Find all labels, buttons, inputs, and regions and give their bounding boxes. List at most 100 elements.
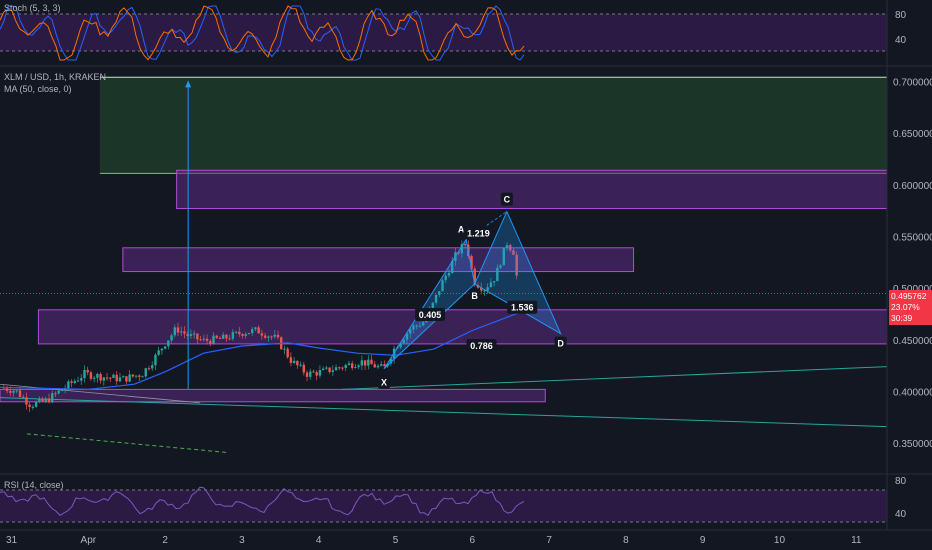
ratio-label: 0.405 [419, 310, 442, 320]
supply-demand-zone [0, 388, 546, 403]
candle-body [109, 377, 112, 379]
ma-legend[interactable]: MA (50, close, 0) [4, 84, 72, 94]
candle-body [344, 364, 347, 369]
candle-body [325, 367, 328, 369]
candle-body [67, 381, 70, 389]
pattern-point-bg [554, 336, 567, 350]
supply-demand-zone [37, 309, 888, 345]
price-tick-label: 0.550000 [893, 232, 932, 243]
supply-demand-zone [122, 247, 635, 273]
candle-body [418, 325, 422, 327]
rsi-level-40: 40 [895, 509, 907, 520]
candle-body [305, 372, 309, 377]
candle-body [225, 334, 228, 339]
candle-body [41, 398, 44, 402]
pattern-point-bg [468, 288, 481, 302]
candle-body [25, 397, 28, 405]
candle-body [331, 370, 335, 373]
candle-body [250, 329, 254, 333]
candle-body [247, 332, 251, 335]
ratio-label: 0.786 [470, 341, 493, 351]
candle-body [163, 346, 167, 349]
candle-body [5, 388, 9, 391]
candle-body [9, 390, 12, 393]
stoch-legend[interactable]: Stoch (5, 3, 3) [4, 3, 61, 13]
candle-body [470, 256, 473, 269]
candle-body [328, 367, 331, 373]
candle-body [267, 336, 270, 338]
candle-body [83, 370, 86, 379]
rsi-legend[interactable]: RSI (14, close) [4, 480, 64, 490]
candle-body [205, 338, 209, 341]
candle-body [434, 294, 438, 303]
pattern-ratio-line [383, 283, 475, 370]
candle-body [76, 380, 80, 382]
rsi-line [0, 486, 525, 517]
candle-body [383, 364, 386, 367]
time-tick-label: Apr [81, 535, 97, 546]
ratio-label: 1.219 [467, 228, 490, 238]
candle-body [409, 329, 412, 334]
candle-body [234, 331, 238, 333]
ma-50-line [0, 312, 519, 391]
candle-body [357, 365, 360, 368]
candle-body [134, 375, 138, 377]
candle-body [215, 335, 218, 338]
candle-body [405, 333, 409, 340]
candle-body [412, 325, 415, 330]
candle-body [370, 359, 373, 365]
time-tick-label: 7 [546, 535, 552, 546]
price-tick-label: 0.650000 [893, 129, 932, 140]
candle-body [338, 367, 341, 369]
price-tick-label: 0.450000 [893, 336, 932, 347]
candle-body [273, 334, 276, 337]
candle-body [128, 374, 131, 382]
candle-body [15, 390, 18, 392]
pattern-point-bg [377, 375, 390, 389]
candle-body [21, 396, 25, 398]
candle-body [34, 402, 38, 407]
candle-body [105, 377, 109, 379]
target-arrowhead [185, 80, 192, 88]
candle-body [496, 267, 499, 282]
candle-body [318, 370, 322, 376]
candle-body [199, 339, 202, 341]
candle-body [360, 360, 364, 366]
candle-body [299, 364, 302, 366]
rsi-level-80: 80 [895, 476, 907, 487]
price-tick-label: 0.600000 [893, 181, 932, 192]
ratio-label-bg [507, 300, 538, 314]
candle-body [376, 365, 380, 368]
candle-body [244, 334, 247, 336]
time-tick-label: 5 [393, 535, 399, 546]
bar-countdown: 30:39 [891, 313, 913, 323]
stochastic-band [0, 14, 887, 51]
candle-body [399, 343, 402, 348]
stoch-k-line [0, 5, 525, 61]
candle-body [499, 265, 502, 268]
ratio-label-bg [463, 226, 494, 240]
ratio-label: 1.536 [511, 303, 534, 313]
rsi-band [0, 490, 887, 522]
candle-body [515, 254, 518, 276]
target-zone [99, 77, 887, 174]
candle-body [157, 350, 160, 355]
candle-body [238, 331, 241, 335]
time-tick-label: 11 [851, 535, 862, 546]
candle-body [12, 390, 15, 393]
candle-body [341, 367, 344, 369]
candle-body [276, 334, 280, 338]
candle-body [450, 260, 454, 274]
candle-body [196, 333, 199, 340]
candle-body [28, 404, 31, 408]
pattern-point-label: A [458, 225, 465, 235]
candle-body [221, 334, 225, 339]
candle-body [260, 333, 264, 336]
symbol-legend[interactable]: XLM / USD, 1h, KRAKEN [4, 72, 107, 82]
candle-body [241, 334, 244, 336]
candle-body [118, 377, 122, 382]
price-tick-label: 0.400000 [893, 387, 932, 398]
candle-body [38, 398, 41, 403]
